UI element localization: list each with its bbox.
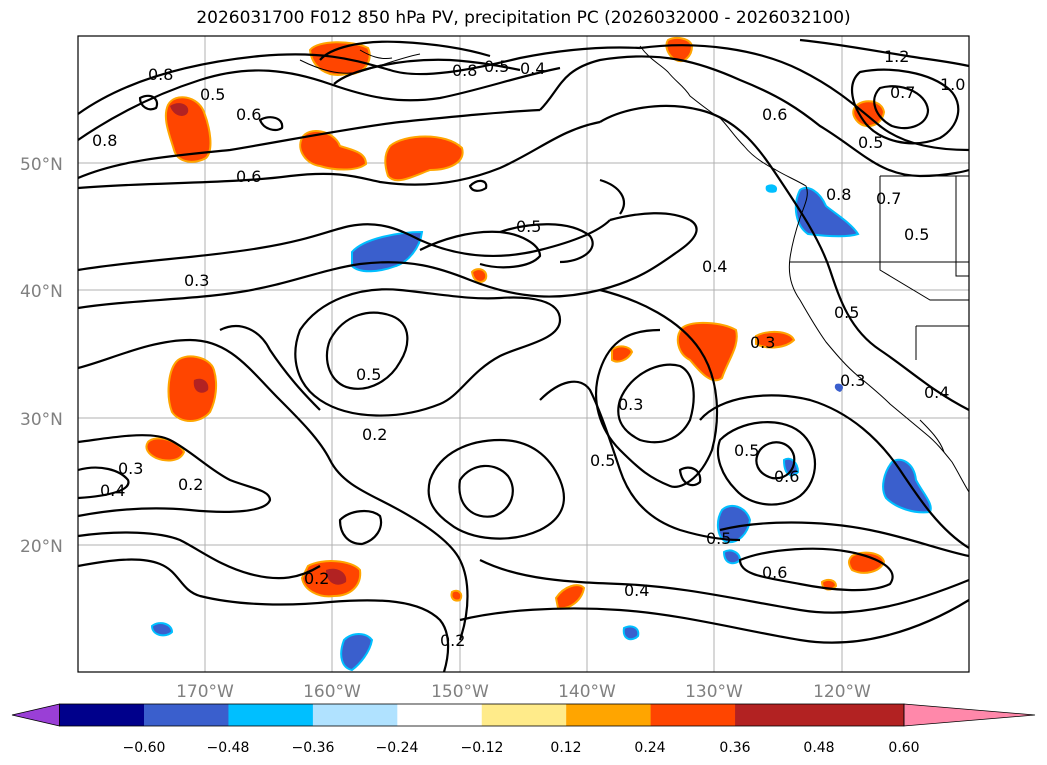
contour-label: 0.5 (834, 303, 859, 322)
colorbar (11, 703, 1036, 727)
colorbar-segment (481, 704, 567, 726)
colorbar-tick: 0.48 (803, 740, 834, 756)
colorbar-tick: −0.12 (461, 740, 504, 756)
colorbar-segment (144, 704, 229, 726)
contour-label: 0.8 (92, 131, 117, 150)
contour-label: 0.2 (304, 569, 329, 588)
contour-label: 0.5 (590, 451, 615, 470)
coastlines (299, 45, 970, 493)
lon-label: 130°W (685, 682, 743, 702)
colorbar-extend-high (903, 703, 1036, 727)
contour-label: 0.5 (484, 57, 509, 76)
contour-label: 0.5 (858, 133, 883, 152)
contour-label: 0.8 (148, 65, 173, 84)
lon-label: 150°W (431, 682, 489, 702)
colorbar-tick: 0.60 (888, 740, 919, 756)
contour-label: 0.4 (100, 481, 125, 500)
contour-label: 1.2 (884, 47, 909, 66)
contour-label: 0.5 (200, 85, 225, 104)
lon-label: 140°W (558, 682, 616, 702)
contour-label: 0.4 (520, 59, 545, 78)
contour-label: 0.5 (734, 441, 759, 460)
lon-label: 160°W (303, 682, 361, 702)
colorbar-segment (59, 704, 145, 726)
lat-label: 20°N (20, 537, 63, 557)
colorbar-tick: 0.12 (550, 740, 581, 756)
colorbar-segment (566, 704, 652, 726)
contour-label: 0.3 (184, 271, 209, 290)
map-frame (77, 35, 970, 673)
contour-label: 0.5 (706, 529, 731, 548)
contour-label: 0.3 (118, 459, 143, 478)
latitude-labels: 50°N 40°N 30°N 20°N (20, 155, 63, 557)
contour-label: 0.3 (840, 371, 865, 390)
contour-label: 0.2 (362, 425, 387, 444)
lon-label: 120°W (813, 682, 871, 702)
colorbar-ticks: −0.60 −0.48 −0.36 −0.24 −0.12 0.12 0.24 … (123, 740, 920, 756)
lat-label: 40°N (20, 282, 63, 302)
contour-label: 0.2 (178, 475, 203, 494)
colorbar-tick: 0.24 (634, 740, 665, 756)
contour-label: 0.6 (774, 467, 799, 486)
contour-label: 0.3 (618, 395, 643, 414)
plot-title: 2026031700 F012 850 hPa PV, precipitatio… (196, 8, 851, 28)
lon-label: 170°W (176, 682, 234, 702)
colorbar-segment (819, 704, 905, 726)
lat-label: 50°N (20, 155, 63, 175)
contour-label: 0.4 (924, 383, 949, 402)
contour-label: 0.7 (876, 189, 901, 208)
contour-label: 0.5 (516, 217, 541, 236)
contour-label: 0.5 (904, 225, 929, 244)
contour-labels: 0.8 0.5 0.6 0.8 0.6 0.5 0.4 0.8 0.6 1.2 … (92, 47, 965, 650)
colorbar-segment (397, 704, 483, 726)
colorbar-tick: −0.60 (123, 740, 166, 756)
longitude-labels: 170°W 160°W 150°W 140°W 130°W 120°W (176, 682, 871, 702)
contour-label: 0.8 (826, 185, 851, 204)
precip-anomaly-fills (145, 37, 932, 672)
contour-label: 0.6 (236, 105, 261, 124)
contour-label: 0.5 (356, 365, 381, 384)
colorbar-tick: −0.24 (376, 740, 419, 756)
contour-label: 0.3 (750, 333, 775, 352)
colorbar-outline (59, 703, 905, 727)
contour-label: 0.4 (702, 257, 727, 276)
colorbar-tick: −0.36 (292, 740, 335, 756)
contour-label: 0.6 (762, 563, 787, 582)
colorbar-tick: −0.48 (207, 740, 250, 756)
colorbar-segment (228, 704, 314, 726)
lat-label: 30°N (20, 410, 63, 430)
pv-contours (77, 38, 970, 673)
colorbar-segment (650, 704, 736, 726)
contour-label: 0.4 (624, 581, 649, 600)
contour-label: 0.6 (236, 167, 261, 186)
contour-label: 0.8 (452, 61, 477, 80)
colorbar-segment (312, 704, 398, 726)
contour-label: 1.0 (940, 75, 965, 94)
contour-label: 0.7 (890, 83, 915, 102)
colorbar-segment (735, 704, 821, 726)
contour-label: 0.6 (762, 105, 787, 124)
contour-label: 0.2 (440, 631, 465, 650)
colorbar-extend-low (11, 703, 60, 727)
map-area (78, 36, 969, 672)
colorbar-tick: 0.36 (719, 740, 750, 756)
